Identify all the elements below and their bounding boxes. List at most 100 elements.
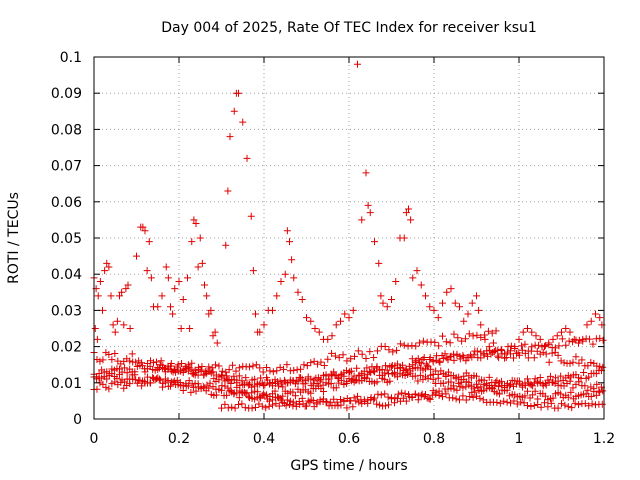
data-point xyxy=(453,386,461,394)
data-point xyxy=(164,382,172,390)
data-point xyxy=(230,390,238,398)
data-point xyxy=(218,404,225,412)
data-point xyxy=(141,365,149,373)
data-point xyxy=(404,342,412,350)
data-point xyxy=(353,364,361,372)
data-point xyxy=(524,402,531,410)
data-point xyxy=(179,296,187,304)
data-point xyxy=(524,387,531,395)
data-point xyxy=(113,374,121,382)
data-point xyxy=(433,352,441,360)
data-point xyxy=(347,397,355,405)
data-point xyxy=(385,401,393,409)
data-point xyxy=(476,394,484,402)
data-point xyxy=(128,350,136,358)
data-point xyxy=(354,392,361,400)
data-point xyxy=(343,404,351,412)
data-point xyxy=(530,402,538,410)
data-point xyxy=(371,238,378,246)
data-point xyxy=(337,396,344,404)
data-point xyxy=(456,383,464,391)
data-point xyxy=(447,378,455,386)
data-point xyxy=(231,404,239,412)
data-point xyxy=(456,355,464,363)
data-point xyxy=(194,263,202,271)
data-point xyxy=(238,400,246,408)
data-point xyxy=(277,380,285,388)
data-point xyxy=(399,394,407,402)
data-point xyxy=(254,380,262,388)
data-point xyxy=(141,377,149,385)
data-point xyxy=(331,352,339,360)
data-point xyxy=(178,359,186,367)
data-point xyxy=(306,398,314,406)
data-point xyxy=(203,381,211,389)
data-point xyxy=(536,378,544,386)
data-point xyxy=(373,400,381,408)
data-point xyxy=(490,348,498,356)
data-point xyxy=(379,371,387,379)
data-point xyxy=(524,347,532,355)
data-point xyxy=(394,390,402,398)
data-point xyxy=(545,339,553,347)
data-point xyxy=(105,351,113,359)
data-point xyxy=(408,342,416,350)
axis-ticks: 0 0.01 0.02 0.03 0.04 0.05 0.06 0.07 0.08 0.09 0.1… xyxy=(51,50,615,447)
data-point xyxy=(326,398,334,406)
data-point xyxy=(188,238,196,246)
data-point xyxy=(586,335,594,343)
data-point xyxy=(188,359,196,367)
data-point xyxy=(495,390,503,398)
data-point xyxy=(388,363,395,371)
data-point xyxy=(164,274,172,282)
data-point xyxy=(473,380,480,388)
data-point xyxy=(587,317,595,325)
data-point xyxy=(412,342,420,350)
data-point xyxy=(224,187,232,195)
data-point xyxy=(388,296,395,304)
data-point xyxy=(317,375,325,383)
data-point xyxy=(215,385,223,393)
data-point xyxy=(422,292,429,300)
data-point xyxy=(466,393,474,401)
data-point xyxy=(435,357,443,365)
data-point xyxy=(385,370,393,378)
data-point xyxy=(558,328,565,336)
data-point xyxy=(362,169,370,177)
data-point xyxy=(393,346,401,354)
data-point xyxy=(298,394,306,402)
data-point xyxy=(266,380,274,388)
data-point xyxy=(132,358,140,366)
y-tick-label: 0.06 xyxy=(51,195,82,211)
data-point xyxy=(195,363,203,371)
data-point xyxy=(453,350,461,358)
data-point xyxy=(258,402,266,410)
data-point xyxy=(521,392,529,400)
data-point xyxy=(411,391,419,399)
data-point xyxy=(504,380,512,388)
data-point xyxy=(536,335,544,343)
data-point xyxy=(416,371,424,379)
data-point xyxy=(101,267,109,275)
data-point xyxy=(118,288,126,296)
data-point xyxy=(495,354,503,362)
data-point xyxy=(473,292,480,300)
data-point xyxy=(96,357,104,365)
data-point xyxy=(409,274,417,282)
data-point xyxy=(196,234,204,242)
data-point xyxy=(471,388,479,396)
data-point xyxy=(375,259,383,267)
x-tick-label: 0.2 xyxy=(168,431,190,447)
data-point xyxy=(402,397,410,405)
data-point xyxy=(376,401,384,409)
data-point xyxy=(265,402,273,410)
data-point xyxy=(524,354,532,362)
data-point xyxy=(294,378,302,386)
data-point xyxy=(465,381,473,389)
data-point xyxy=(452,395,460,403)
y-tick-label: 0.05 xyxy=(51,231,82,247)
data-point xyxy=(480,386,488,394)
data-point xyxy=(377,391,385,399)
data-point xyxy=(442,390,450,398)
data-point xyxy=(575,378,583,386)
